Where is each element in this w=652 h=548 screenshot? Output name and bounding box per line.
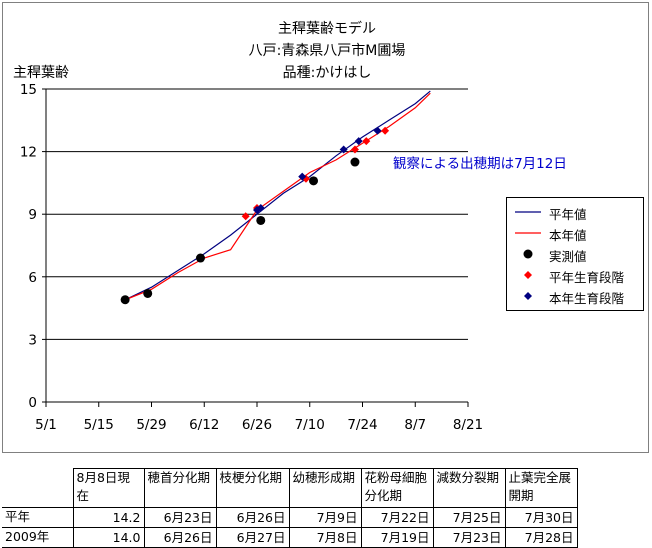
table-header-cell: 幼穂形成期 <box>288 468 362 508</box>
x-tick-label: 5/15 <box>84 417 114 433</box>
table-cell: 14.0 <box>72 527 145 548</box>
legend-label: 実測値 <box>549 249 587 264</box>
table-cell: 14.2 <box>72 507 145 528</box>
table-cell: 7月25日 <box>432 507 506 528</box>
data-point <box>143 288 153 298</box>
series-line <box>124 90 431 301</box>
data-point <box>120 295 130 305</box>
stage-marker <box>298 172 307 181</box>
legend-line-icon <box>515 211 541 213</box>
legend-item: 実測値 <box>507 245 643 264</box>
legend-item: 平年生育段階 <box>507 266 643 285</box>
stage-marker <box>362 137 371 146</box>
data-point <box>195 253 205 263</box>
chart-title-line-3: 品種:かけはし <box>282 65 372 81</box>
chart-title-line-1: 主稈葉齢モデル <box>278 21 376 37</box>
table-cell: 6月26日 <box>143 527 217 548</box>
stage-marker <box>350 145 359 154</box>
chart-plot: 0 3 6 9 12 15 5/1 5/15 5/29 6/12 6/26 7/10 7/24 8/7 8/… <box>20 82 483 433</box>
x-tick-label: 8/21 <box>453 417 483 433</box>
legend-item: 本年生育段階 <box>507 287 643 306</box>
legend-diamond-icon <box>524 292 532 300</box>
stage-marker <box>256 203 265 212</box>
table-header-cell: 止葉完全展開期 <box>504 468 578 508</box>
table-cell: 6月23日 <box>143 507 217 528</box>
table-cell: 7月8日 <box>288 527 362 548</box>
legend-diamond-icon <box>524 271 532 279</box>
data-point <box>309 176 319 186</box>
stage-marker <box>354 137 363 146</box>
growth-stage-table: 8月8日現在 穂首分化期 枝梗分化期 幼穂形成期 花粉母細胞分化期 減数分裂期 … <box>2 468 578 548</box>
legend-label: 平年生育段階 <box>549 270 625 285</box>
table-header-cell: 減数分裂期 <box>432 468 506 508</box>
y-tick-label: 12 <box>20 145 37 161</box>
legend-label: 本年生育段階 <box>549 291 625 306</box>
y-tick-label: 0 <box>28 395 37 411</box>
heading-annotation: 観察による出穂期は7月12日 <box>393 156 567 172</box>
stage-marker <box>241 212 250 221</box>
legend-item: 本年値 <box>507 224 643 243</box>
x-tick-label: 6/26 <box>242 417 272 433</box>
table-header-cell <box>2 468 74 508</box>
legend-circle-icon <box>523 249 533 259</box>
x-tick-label: 7/24 <box>347 417 377 433</box>
y-tick-label: 15 <box>20 82 37 98</box>
table-cell: 7月22日 <box>360 507 434 528</box>
table-cell: 7月28日 <box>504 527 578 548</box>
table-cell: 6月27日 <box>215 527 290 548</box>
legend-line-icon <box>515 232 541 234</box>
table-row-label: 平年 <box>2 507 74 528</box>
x-tick-label: 5/1 <box>35 417 57 433</box>
y-axis-label: 主稈葉齢 <box>13 65 69 81</box>
table-row: 2009年 14.0 6月26日 6月27日 7月8日 7月19日 7月23日 … <box>2 527 578 548</box>
table-row-label: 2009年 <box>2 527 74 548</box>
stage-marker <box>339 145 348 154</box>
stage-marker <box>381 126 390 135</box>
x-tick-label: 6/12 <box>189 417 219 433</box>
y-tick-label: 6 <box>28 270 37 286</box>
table-header-cell: 花粉母細胞分化期 <box>360 468 434 508</box>
table-header-cell: 枝梗分化期 <box>215 468 290 508</box>
data-point <box>350 157 360 167</box>
table-header-cell: 8月8日現在 <box>72 468 145 508</box>
table-cell: 7月30日 <box>504 507 578 528</box>
table-row: 平年 14.2 6月23日 6月26日 7月9日 7月22日 7月25日 7月3… <box>2 507 578 528</box>
legend-label: 平年値 <box>549 207 587 222</box>
chart-title-line-2: 八戸:青森県八戸市M圃場 <box>248 43 406 59</box>
series-line <box>124 92 431 301</box>
table-cell: 6月26日 <box>215 507 290 528</box>
y-tick-label: 9 <box>28 207 37 223</box>
table-cell: 7月9日 <box>288 507 362 528</box>
x-tick-label: 8/7 <box>404 417 426 433</box>
table-header-row: 8月8日現在 穂首分化期 枝梗分化期 幼穂形成期 花粉母細胞分化期 減数分裂期 … <box>2 468 578 508</box>
legend-label: 本年値 <box>549 228 587 243</box>
x-tick-label: 5/29 <box>136 417 166 433</box>
table-cell: 7月23日 <box>432 527 506 548</box>
stage-marker <box>373 126 382 135</box>
chart-legend: 平年値 本年値 実測値 平年生育段階 本年生育段階 <box>506 197 644 311</box>
legend-item: 平年値 <box>507 203 643 222</box>
table-header-cell: 穂首分化期 <box>143 468 217 508</box>
x-tick-label: 7/10 <box>295 417 325 433</box>
table-cell: 7月19日 <box>360 527 434 548</box>
chart-frame: 0 3 6 9 12 15 5/1 5/15 5/29 6/12 6/26 7/10 7/24 8/7 8/… <box>2 2 649 453</box>
y-tick-label: 3 <box>28 332 37 348</box>
data-point <box>256 215 266 225</box>
